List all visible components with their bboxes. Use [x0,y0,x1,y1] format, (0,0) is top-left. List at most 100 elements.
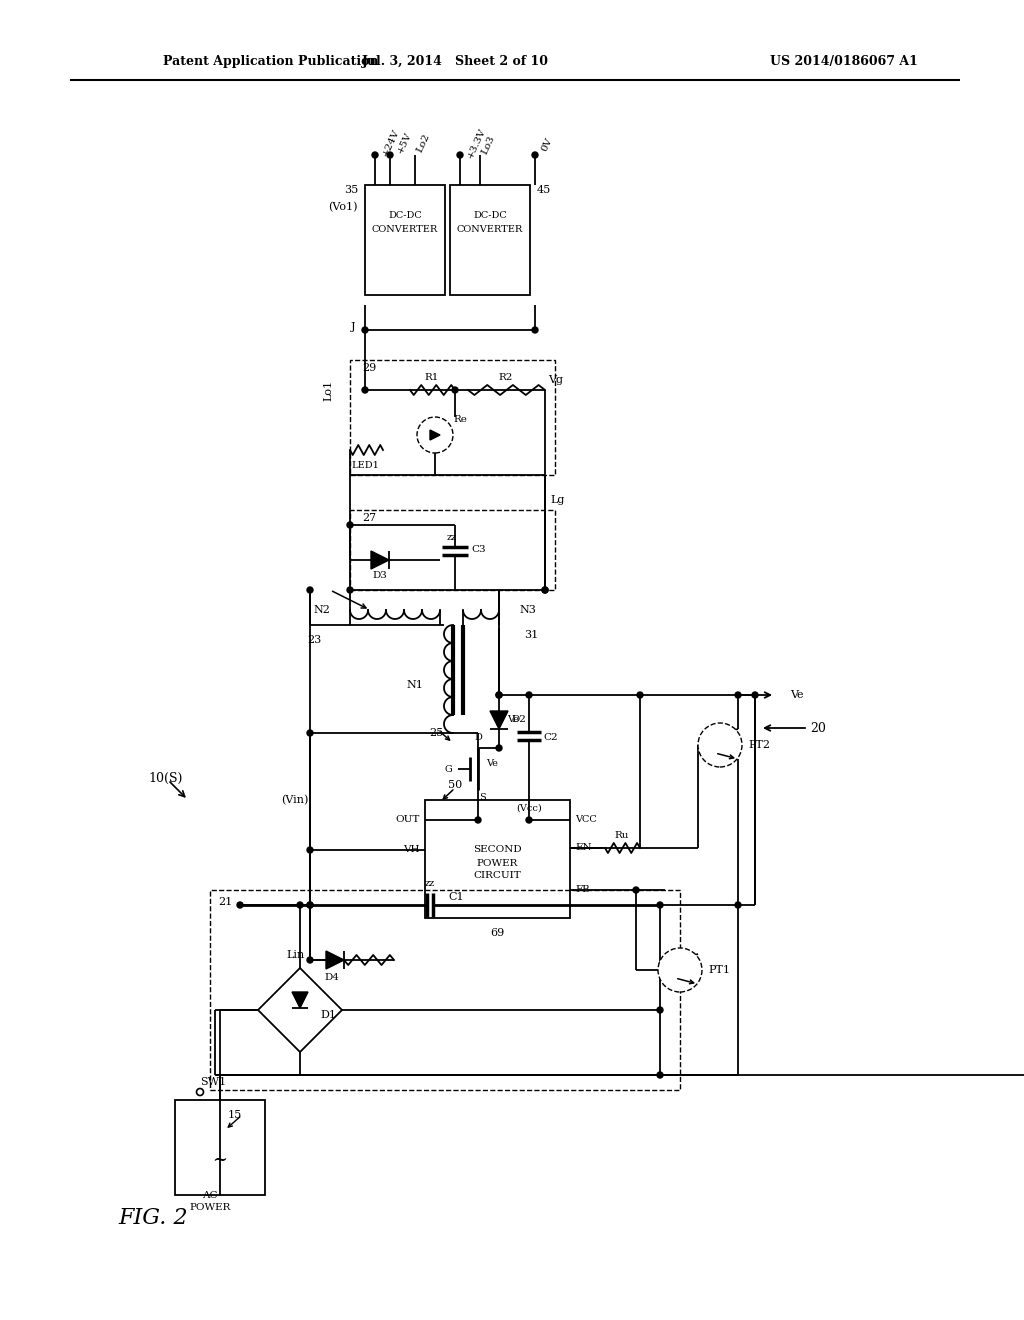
Text: EN: EN [575,843,592,853]
Text: CONVERTER: CONVERTER [372,226,438,235]
Polygon shape [490,711,508,729]
Text: Jul. 3, 2014   Sheet 2 of 10: Jul. 3, 2014 Sheet 2 of 10 [361,55,549,69]
Text: 0V: 0V [540,137,554,153]
Text: R2: R2 [499,374,513,383]
Circle shape [457,152,463,158]
Circle shape [532,152,538,158]
Text: +3.3V: +3.3V [465,127,487,160]
Text: J: J [350,322,355,333]
Circle shape [526,692,532,698]
Text: D2: D2 [511,715,526,725]
Circle shape [532,327,538,333]
Text: N3: N3 [519,605,536,615]
Circle shape [452,387,458,393]
Polygon shape [430,430,440,440]
Text: Ve: Ve [486,759,498,768]
Text: 35: 35 [344,185,358,195]
Text: Ve: Ve [507,715,519,725]
Text: Vg: Vg [548,375,563,385]
Circle shape [307,902,313,908]
Text: N2: N2 [313,605,330,615]
Text: US 2014/0186067 A1: US 2014/0186067 A1 [770,55,918,69]
Circle shape [526,817,532,822]
Circle shape [193,1133,248,1188]
Text: SECOND: SECOND [473,846,521,854]
Text: OUT: OUT [395,816,420,825]
Text: 25: 25 [429,729,443,738]
Circle shape [237,902,243,908]
Text: DC-DC: DC-DC [388,210,422,219]
Bar [450,185,530,294]
Text: VCC: VCC [575,816,597,825]
Bar [175,1100,265,1195]
Text: 27: 27 [362,513,376,523]
Bar [210,890,680,1090]
Bar [350,510,555,590]
Text: (Vcc): (Vcc) [516,804,542,813]
Text: zz: zz [446,532,457,541]
Text: 50: 50 [447,780,462,789]
Text: D4: D4 [325,974,339,982]
Text: +5V: +5V [395,131,413,156]
Text: ~: ~ [213,1151,227,1170]
Polygon shape [258,968,342,1052]
Text: D3: D3 [373,572,387,581]
Circle shape [735,902,741,908]
Circle shape [307,902,313,908]
Circle shape [657,1007,663,1012]
Polygon shape [292,993,308,1008]
Text: PT2: PT2 [748,741,770,750]
Text: CIRCUIT: CIRCUIT [473,871,521,880]
Text: 21: 21 [218,898,232,907]
Circle shape [307,847,313,853]
Text: 20: 20 [810,722,826,734]
Text: C1: C1 [449,892,464,902]
Text: PT1: PT1 [708,965,730,975]
Text: D: D [474,734,482,742]
Circle shape [475,817,481,822]
Circle shape [496,744,502,751]
Text: 69: 69 [489,928,504,939]
Circle shape [542,587,548,593]
Circle shape [347,521,353,528]
Circle shape [633,887,639,894]
Circle shape [417,417,453,453]
Circle shape [496,692,502,698]
Text: CONVERTER: CONVERTER [457,226,523,235]
Circle shape [542,587,548,593]
Circle shape [297,902,303,908]
Text: zz: zz [425,879,435,887]
Text: LED1: LED1 [351,461,379,470]
Text: AC: AC [203,1191,218,1200]
Text: Re: Re [453,416,467,425]
Text: Ve: Ve [790,690,804,700]
Circle shape [197,1089,204,1096]
Circle shape [735,692,741,698]
Circle shape [362,387,368,393]
Text: C2: C2 [543,733,558,742]
Circle shape [307,730,313,737]
Bar [365,185,445,294]
Circle shape [698,723,742,767]
Text: VH: VH [403,846,420,854]
Circle shape [307,957,313,964]
Text: C3: C3 [471,545,485,554]
Circle shape [347,587,353,593]
Bar [350,360,555,475]
Circle shape [637,692,643,698]
Text: 31: 31 [524,630,539,640]
Text: R1: R1 [425,374,439,383]
Polygon shape [371,550,389,569]
Polygon shape [326,950,344,969]
Text: +24V: +24V [380,128,400,158]
Text: S: S [479,793,486,803]
Text: 45: 45 [537,185,551,195]
Text: FIG. 2: FIG. 2 [118,1206,187,1229]
Text: Lo2: Lo2 [415,132,431,154]
Text: Lo3: Lo3 [480,135,497,156]
Circle shape [496,692,502,698]
Text: POWER: POWER [189,1204,230,1213]
Text: (Vo1): (Vo1) [329,202,358,213]
Circle shape [658,948,702,993]
Text: (Vin): (Vin) [281,795,308,805]
